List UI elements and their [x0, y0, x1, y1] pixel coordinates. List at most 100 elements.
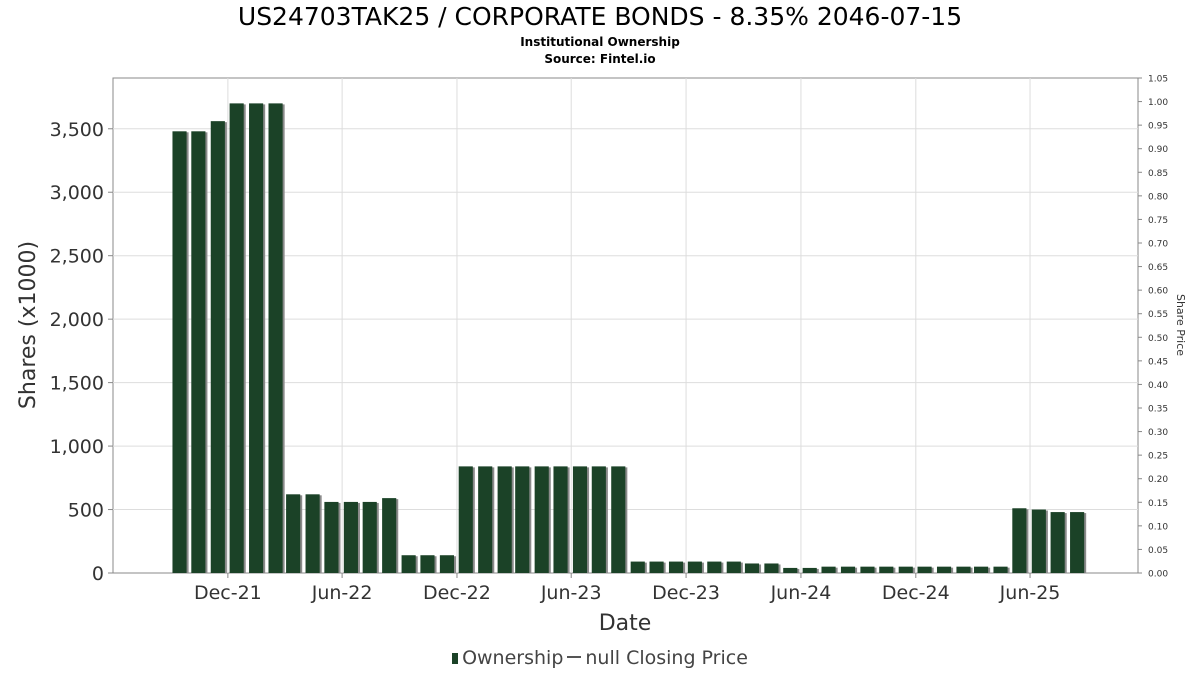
bar [305, 494, 320, 573]
bar [707, 561, 722, 573]
bar [687, 561, 702, 573]
y2-tick-label: 1.00 [1148, 98, 1168, 108]
y2-tick-label: 0.95 [1148, 122, 1168, 132]
bar [591, 466, 606, 573]
bar [879, 566, 894, 573]
bar [668, 561, 684, 573]
bar [401, 555, 416, 573]
y2-tick-label: 0.00 [1148, 570, 1168, 580]
bar [324, 501, 339, 573]
y2-tick-label: 0.40 [1148, 381, 1168, 391]
chart-subtitle: Institutional Ownership [520, 35, 680, 49]
x-tick-label: Jun-23 [540, 582, 602, 604]
bar [497, 466, 512, 573]
bar [191, 131, 206, 574]
bar [802, 567, 817, 573]
y2-tick-label: 0.85 [1148, 169, 1168, 179]
bar [286, 494, 301, 573]
y2-tick-label: 0.45 [1148, 357, 1168, 367]
bar [1050, 512, 1065, 573]
bar [1070, 512, 1085, 573]
bar [993, 566, 1008, 573]
legend-ownership-swatch [452, 653, 459, 664]
y2-tick-label: 0.55 [1148, 310, 1168, 320]
y-tick-label: 1,000 [50, 436, 104, 458]
bar [974, 566, 989, 573]
bar-series-ownership [172, 103, 1087, 574]
y-tick-label: 3,500 [50, 119, 104, 141]
bar [343, 501, 358, 573]
y2-tick-label: 0.75 [1148, 216, 1168, 226]
bar [420, 555, 435, 573]
bar [1012, 508, 1027, 573]
bar [1031, 509, 1046, 573]
bar [898, 566, 913, 573]
bar [362, 501, 377, 573]
bar [553, 466, 568, 573]
bar [956, 566, 971, 573]
x-tick-label: Jun-24 [770, 582, 832, 604]
legend-ownership-label: Ownership [462, 647, 564, 669]
legend: Ownership null Closing Price [0, 647, 1200, 669]
bar [382, 498, 397, 573]
bar [515, 466, 530, 573]
y2-tick-label: 0.80 [1148, 192, 1168, 202]
bar [860, 566, 875, 573]
bar [936, 566, 952, 573]
y2-tick-label: 0.65 [1148, 263, 1168, 273]
bar [649, 561, 664, 573]
y2-tick-label: 0.25 [1148, 452, 1168, 462]
bar [783, 567, 798, 573]
y-axis-ticks: 0 500 1,000 1,500 2,000 2,500 3,000 3,500 [50, 119, 113, 585]
legend-price-swatch [567, 656, 582, 658]
y-tick-label: 1,500 [50, 373, 104, 395]
y2-tick-label: 0.10 [1148, 522, 1168, 532]
bar [764, 563, 779, 573]
y2-tick-label: 0.50 [1148, 334, 1168, 344]
y-tick-label: 0 [92, 563, 104, 585]
y2-tick-label: 0.15 [1148, 499, 1168, 509]
y2-axis-label: Share Price [1174, 294, 1187, 356]
y2-tick-label: 0.90 [1148, 145, 1168, 155]
y2-tick-label: 0.70 [1148, 240, 1168, 250]
x-tick-label: Dec-24 [882, 582, 950, 604]
x-axis-label: Date [599, 611, 652, 636]
bar [630, 561, 645, 573]
y2-tick-label: 0.20 [1148, 475, 1168, 485]
y2-tick-label: 0.05 [1148, 546, 1168, 556]
bar [572, 466, 588, 573]
bar [917, 566, 932, 573]
y-tick-label: 2,000 [50, 309, 104, 331]
bar [249, 103, 264, 573]
bar [726, 561, 741, 573]
x-tick-label: Dec-22 [423, 582, 491, 604]
x-tick-label: Jun-22 [311, 582, 373, 604]
x-axis-ticks: Dec-21 Jun-22 Dec-22 Jun-23 Dec-23 Jun-24 Dec-… [194, 573, 1060, 604]
y-axis-label: Shares (x1000) [16, 241, 41, 409]
bar [229, 103, 244, 573]
bar [172, 131, 187, 574]
bar [534, 466, 549, 573]
y2-tick-label: 0.60 [1148, 287, 1168, 297]
bar [210, 121, 225, 574]
y2-tick-label: 1.05 [1148, 75, 1168, 85]
chart-title: US24703TAK25 / CORPORATE BONDS - 8.35% 2… [237, 2, 963, 31]
y2-tick-label: 0.35 [1148, 405, 1168, 415]
x-tick-label: Jun-25 [999, 582, 1061, 604]
y-tick-label: 2,500 [50, 246, 104, 268]
bar [821, 566, 836, 573]
bar [744, 563, 760, 573]
chart-source: Source: Fintel.io [544, 52, 656, 66]
y-tick-label: 500 [68, 500, 104, 522]
bar [439, 555, 454, 573]
legend-price-label: null Closing Price [585, 647, 748, 669]
bar [840, 566, 856, 573]
y2-axis-ticks: 0.00 0.05 0.10 0.15 0.20 0.25 0.30 0.35 0.40 0.45… [1138, 75, 1168, 580]
bar [611, 466, 626, 573]
bar [268, 103, 283, 573]
bar [458, 466, 473, 573]
bar [478, 466, 493, 573]
y-tick-label: 3,000 [50, 182, 104, 204]
y2-tick-label: 0.30 [1148, 428, 1168, 438]
